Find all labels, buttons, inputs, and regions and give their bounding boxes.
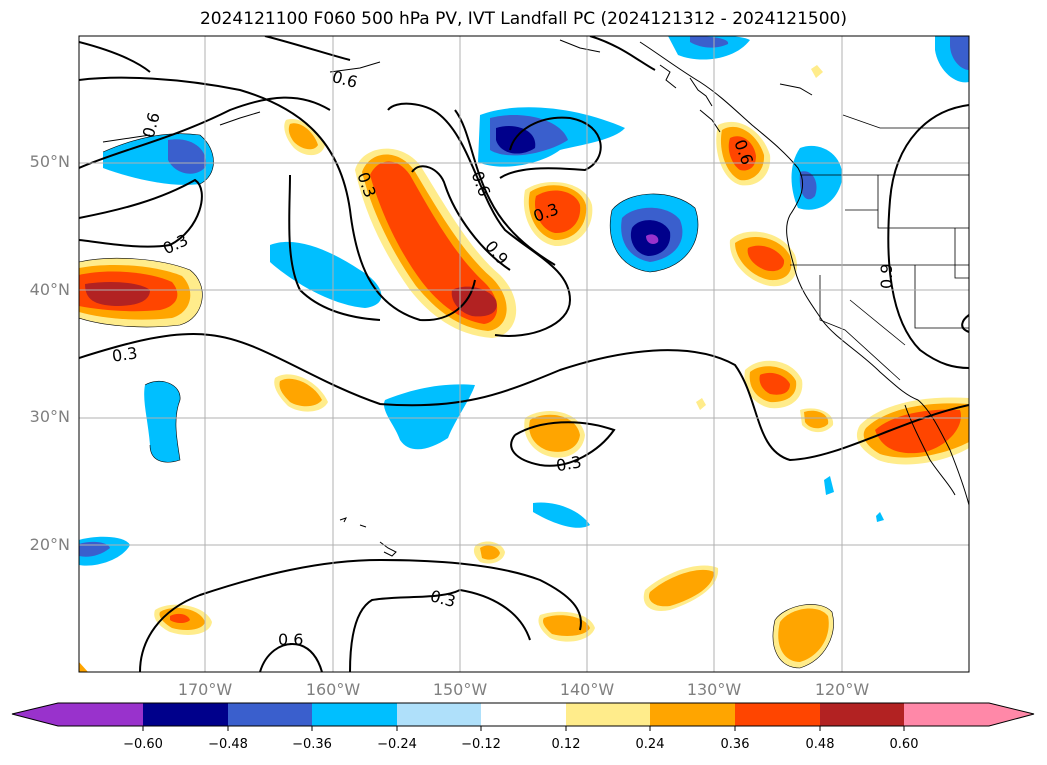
contour-label: 0.3 xyxy=(428,586,458,611)
map-frame xyxy=(78,35,970,673)
negative-anomaly-fills xyxy=(79,36,969,566)
lon-label: 140°W xyxy=(559,680,615,699)
lon-label: 150°W xyxy=(432,680,488,699)
colorbar-segment xyxy=(650,703,736,726)
contour-label: 0.6 xyxy=(330,67,360,92)
map-title: 2024121100 F060 500 hPa PV, IVT Landfall… xyxy=(199,9,847,29)
lon-label: 120°W xyxy=(814,680,870,699)
map-plot-area: 0.6 0.6 0.3 0.3 0.3 0.6 0.9 0.3 0.3 0.6 … xyxy=(79,36,969,672)
colorbar-tick-label: −0.12 xyxy=(461,737,501,752)
political-boundaries xyxy=(790,114,969,381)
lat-label: 30°N xyxy=(29,407,70,426)
colorbar-max-extend xyxy=(989,703,1034,726)
contour-label: 0.3 xyxy=(160,230,191,258)
colorbar-segment xyxy=(58,703,144,726)
colorbar-segment xyxy=(397,703,483,726)
contour-label: 0.9 xyxy=(877,264,896,289)
lon-label: 160°W xyxy=(305,680,361,699)
colorbar-tick-marks xyxy=(142,726,905,731)
lon-label: 130°W xyxy=(686,680,742,699)
gridlines xyxy=(79,36,969,672)
colorbar-tick-label: 0.36 xyxy=(720,737,750,752)
colorbar-segment xyxy=(820,703,906,726)
contour-label: 0.6 xyxy=(278,630,303,649)
lat-label: 50°N xyxy=(29,152,70,171)
colorbar-tick-label: −0.24 xyxy=(377,737,417,752)
colorbar-tick-label: 0.60 xyxy=(889,737,919,752)
colorbar-segment xyxy=(481,703,567,726)
coastlines xyxy=(102,39,969,557)
lat-label: 40°N xyxy=(29,280,70,299)
colorbar-tick-label: −0.36 xyxy=(292,737,332,752)
lon-label: 170°W xyxy=(177,680,233,699)
anomaly-outlines xyxy=(79,133,834,669)
colorbar-tick-label: 0.48 xyxy=(805,737,835,752)
colorbar-min-extend xyxy=(12,703,58,726)
pv-anomaly-fills xyxy=(79,36,969,672)
colorbar-outline xyxy=(11,702,1035,727)
colorbar-segment xyxy=(312,703,398,726)
contour-label: 0.3 xyxy=(111,343,139,365)
colorbar-tick-label: 0.24 xyxy=(635,737,665,752)
colorbar-segment xyxy=(566,703,652,726)
colorbar-tick-label: 0.12 xyxy=(551,737,581,752)
contour-label: 0.6 xyxy=(468,169,495,199)
colorbar-segment xyxy=(143,703,229,726)
colorbar xyxy=(11,702,1035,731)
colorbar-segment xyxy=(735,703,821,726)
lat-label: 20°N xyxy=(29,535,70,554)
contour-label: 0.3 xyxy=(555,452,583,475)
colorbar-segment xyxy=(904,703,990,726)
colorbar-segment xyxy=(228,703,314,726)
colorbar-tick-label: −0.60 xyxy=(123,737,163,752)
positive-anomaly-fills xyxy=(79,65,969,672)
colorbar-tick-label: −0.48 xyxy=(208,737,248,752)
